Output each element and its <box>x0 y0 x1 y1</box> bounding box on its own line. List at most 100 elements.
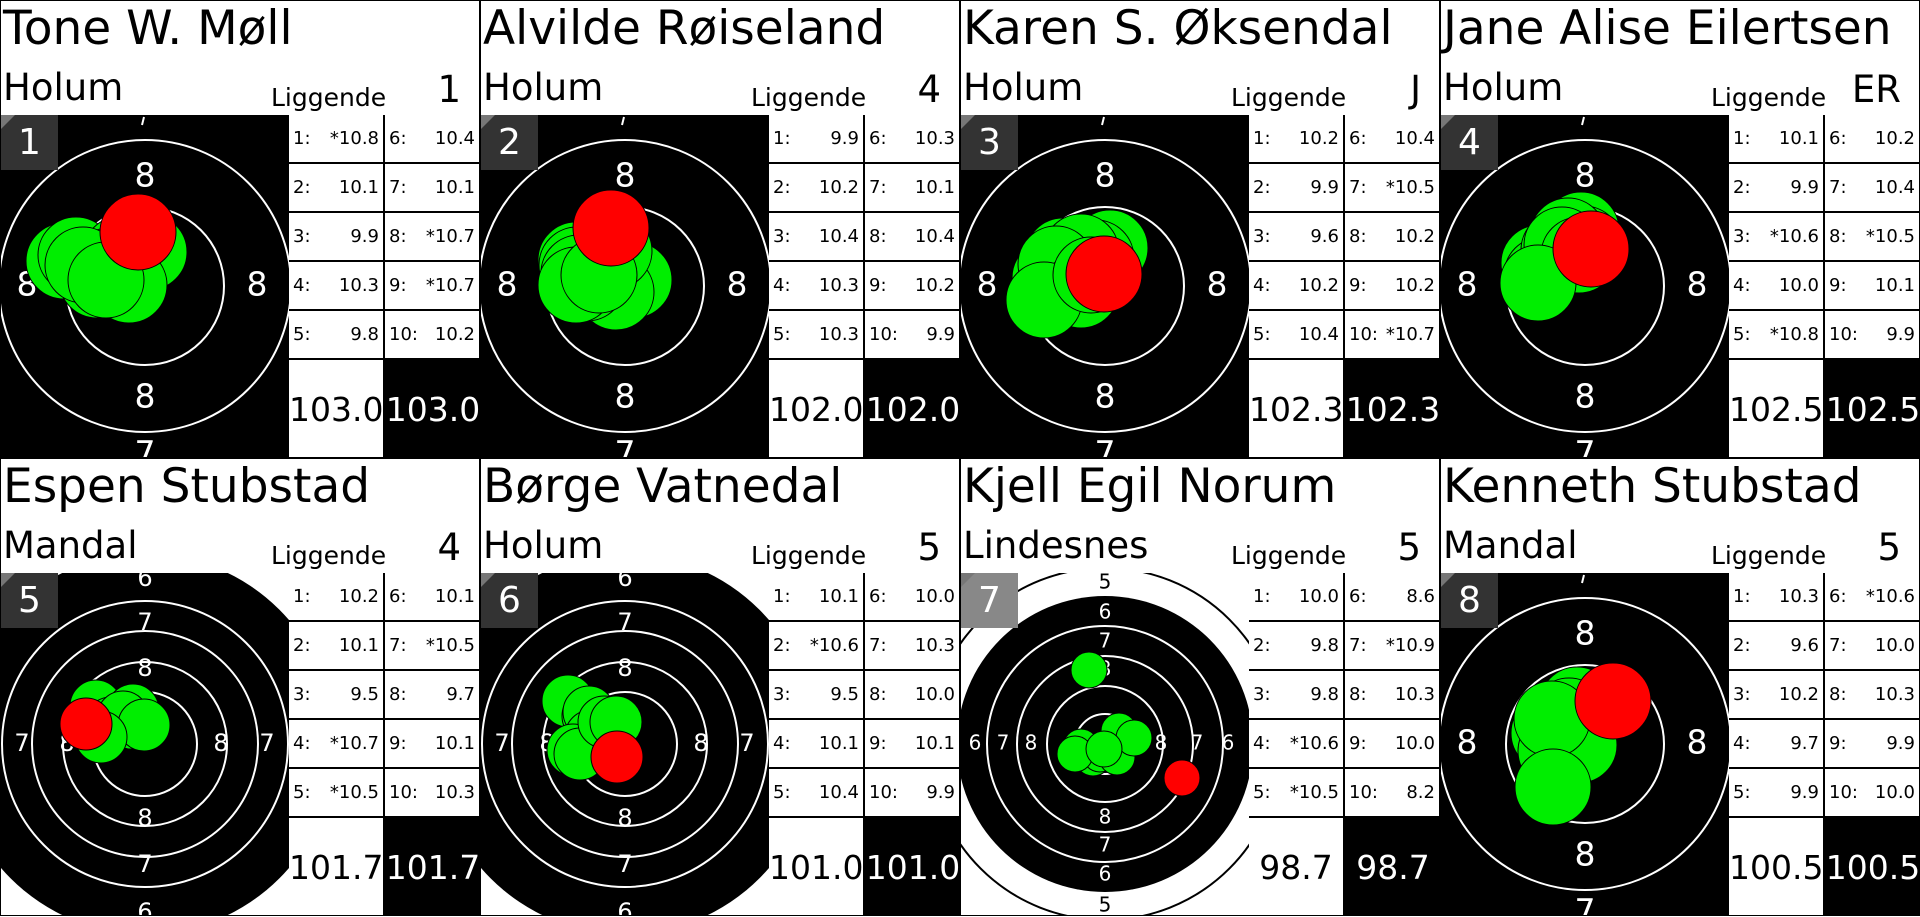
target-ring <box>1505 664 1665 824</box>
shot-score-cell: 5: 9.9 <box>1729 769 1825 818</box>
shot-number: 5: <box>1733 782 1751 803</box>
target-ring-label: 7 <box>1575 434 1596 459</box>
last-shot-hole <box>59 697 113 751</box>
shot-score-cell: 9: 10.1 <box>385 720 479 769</box>
target-ring-label: 8 <box>137 654 152 682</box>
shot-score-cell: 9: 10.2 <box>1345 262 1439 311</box>
shot-value: 10.0 <box>1874 782 1915 803</box>
shot-value: *10.8 <box>1769 324 1819 345</box>
shot-value: 10.2 <box>1394 275 1435 296</box>
shot-number: 7: <box>1349 177 1367 198</box>
shot-number: 6: <box>389 128 407 149</box>
shot-value: 10.2 <box>914 275 955 296</box>
shot-score-cell: 4: 10.3 <box>289 262 385 311</box>
shot-score-cell: 9: 10.0 <box>1345 720 1439 769</box>
target-ring-label: 6 <box>1099 862 1112 886</box>
shot-score-cell: 1: 10.1 <box>769 573 865 622</box>
target-ring-label: 6 <box>969 731 982 755</box>
shot-number: 6: <box>1349 128 1367 149</box>
shot-value: 10.3 <box>1778 586 1819 607</box>
shot-number: 4: <box>1253 275 1271 296</box>
shot-number: 5: <box>293 324 311 345</box>
shot-value: 9.7 <box>1790 733 1819 754</box>
shot-score-cell: 7: 10.1 <box>865 164 959 213</box>
shot-number: 6: <box>389 586 407 607</box>
shooting-position: Liggende <box>1711 541 1827 570</box>
shooter-club: Holum <box>1443 66 1564 109</box>
shot-value: 10.3 <box>914 635 955 656</box>
shot-value: *10.5 <box>1289 782 1339 803</box>
shot-score-cell: 5: 10.4 <box>769 769 865 818</box>
shooter-name: Kjell Egil Norum <box>963 459 1337 514</box>
shot-number: 9: <box>1829 275 1847 296</box>
target-ring-label: 7 <box>739 729 754 757</box>
target-ring-label: 8 <box>727 265 748 304</box>
total-score: 98.7 <box>1345 818 1439 915</box>
shooter-class: 4 <box>917 68 941 111</box>
shot-value: *10.5 <box>1385 177 1435 198</box>
shot-value: 10.1 <box>1874 275 1915 296</box>
shot-value: 8.6 <box>1406 586 1435 607</box>
score-table: 1: 10.0 2: 9.8 3: 9.8 4: *10.6 5: *10.5 6: 8.6 7: *10… <box>1249 573 1439 915</box>
target-ring-label: 8 <box>213 729 228 757</box>
target-ring-label: 8 <box>1025 731 1038 755</box>
score-table: 1: 10.1 2: *10.6 3: 9.5 4: 10.1 5: 10.4 6: 10.0 7: 10… <box>769 573 959 915</box>
shot-value: 8.2 <box>1406 782 1435 803</box>
shot-number: 2: <box>1253 177 1271 198</box>
shot-score-cell: 6: 10.4 <box>1345 115 1439 164</box>
score-table: 1: 10.2 2: 10.1 3: 9.5 4: *10.7 5: *10.5 6: 10.1 7: *… <box>289 573 479 915</box>
shot-value: 10.4 <box>1298 324 1339 345</box>
shot-score-cell: 10: 8.2 <box>1345 769 1439 818</box>
shot-number: 2: <box>1733 635 1751 656</box>
shot-value: 9.9 <box>1886 733 1915 754</box>
shot-number: 3: <box>1733 684 1751 705</box>
shooter-class: ER <box>1851 68 1901 111</box>
target-ring-label: 7 <box>617 608 632 636</box>
shot-value: *10.6 <box>1865 586 1915 607</box>
shot-score-cell: 8: 10.0 <box>865 671 959 720</box>
shot-value: 10.2 <box>1298 128 1339 149</box>
shot-value: 10.3 <box>818 275 859 296</box>
shot-number: 8: <box>389 226 407 247</box>
series-sum: 103.0 <box>289 360 385 457</box>
shot-number: 7: <box>1349 635 1367 656</box>
shot-value: 10.4 <box>914 226 955 247</box>
shot-number: 4: <box>1253 733 1271 754</box>
shot-value: 10.4 <box>818 782 859 803</box>
shot-value: 9.9 <box>350 226 379 247</box>
shot-number: 4: <box>293 733 311 754</box>
shooter-name: Alvilde Røiseland <box>483 1 886 56</box>
shot-score-cell: 1: 10.1 <box>1729 115 1825 164</box>
shot-number: 1: <box>293 128 311 149</box>
target-ring <box>481 139 769 433</box>
shot-number: 7: <box>869 635 887 656</box>
shot-value: 10.1 <box>434 177 475 198</box>
shot-value: 9.9 <box>1886 324 1915 345</box>
target-ring-label: 6 <box>617 573 632 592</box>
shooter-club: Holum <box>3 66 124 109</box>
lane-number: 2 <box>481 115 538 170</box>
shooter-panel: Jane Alise Eilertsen Holum Liggende ER 8 8 8 8 7… <box>1440 0 1920 458</box>
shot-number: 6: <box>1829 586 1847 607</box>
shot-score-cell: 9: 9.9 <box>1825 720 1919 769</box>
shooter-name: Børge Vatnedal <box>483 459 843 514</box>
target-ring-label: 7 <box>137 850 152 878</box>
target-tick <box>1101 116 1105 126</box>
target-ring-label: 7 <box>1191 731 1204 755</box>
shot-value: 10.0 <box>1394 733 1435 754</box>
shot-value: *10.8 <box>329 128 379 149</box>
shot-value: 10.2 <box>1394 226 1435 247</box>
shooter-class: 5 <box>917 526 941 569</box>
shooter-class: 5 <box>1397 526 1421 569</box>
last-shot-hole <box>1065 235 1143 313</box>
shot-value: 10.3 <box>1874 684 1915 705</box>
shot-score-cell: 7: 10.3 <box>865 622 959 671</box>
shooting-position: Liggende <box>271 541 387 570</box>
shot-number: 9: <box>869 275 887 296</box>
shot-number: 4: <box>773 733 791 754</box>
shot-number: 3: <box>293 226 311 247</box>
last-shot-hole <box>572 189 650 267</box>
shot-number: 1: <box>773 586 791 607</box>
shot-score-cell: 6: 10.2 <box>1825 115 1919 164</box>
